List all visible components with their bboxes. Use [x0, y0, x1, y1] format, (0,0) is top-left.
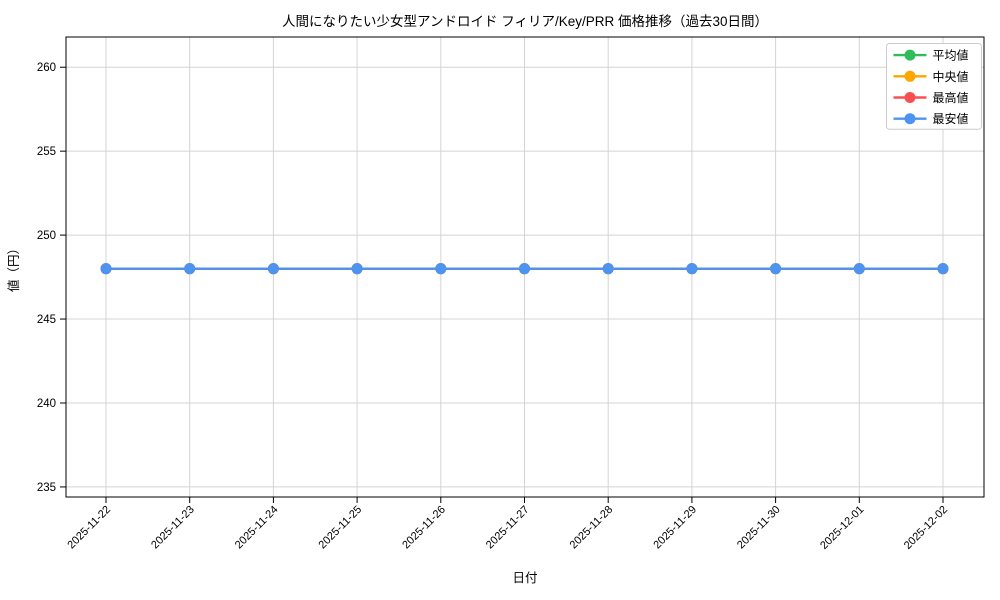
series-marker-最安値	[937, 263, 949, 275]
legend-marker	[904, 49, 916, 61]
x-axis-label: 日付	[512, 571, 537, 585]
y-axis-label: 値（円）	[6, 242, 21, 292]
series-marker-最安値	[602, 263, 614, 275]
x-tick-label: 2025-11-25	[317, 504, 365, 552]
x-tick-label: 2025-11-24	[233, 504, 281, 552]
y-tick-label: 255	[37, 146, 56, 158]
x-tick-label: 2025-11-23	[149, 504, 197, 552]
x-tick-label: 2025-11-22	[65, 504, 113, 552]
legend-box	[886, 43, 982, 130]
series-marker-最安値	[686, 263, 698, 275]
x-tick-label: 2025-11-29	[651, 504, 699, 552]
series-marker-最安値	[435, 263, 447, 275]
y-tick-label: 245	[37, 314, 56, 326]
x-tick-label: 2025-11-27	[484, 504, 532, 552]
legend-marker	[904, 92, 916, 103]
plot-frame	[65, 36, 985, 498]
y-tick-label: 260	[37, 62, 56, 74]
x-tick-label: 2025-11-30	[735, 504, 783, 552]
y-tick-label: 235	[37, 482, 56, 494]
series-marker-最安値	[519, 263, 530, 275]
legend-label: 最高値	[933, 90, 969, 105]
legend-marker	[904, 70, 916, 82]
x-tick-label: 2025-11-28	[568, 504, 616, 552]
chart-title: 人間になりたい少女型アンドロイド フィリア/Key/PRR 価格推移（過去30日…	[282, 13, 768, 29]
series-marker-最安値	[853, 263, 865, 275]
x-tick-label: 2025-12-01	[818, 504, 866, 552]
y-tick-label: 240	[37, 398, 56, 410]
legend-label: 最安値	[933, 111, 969, 126]
legend-marker	[904, 113, 916, 125]
series-marker-最安値	[100, 263, 112, 275]
y-tick-label: 250	[37, 230, 56, 242]
legend-label: 平均値	[933, 48, 969, 63]
legend-label: 中央値	[933, 69, 969, 84]
series-marker-最安値	[770, 263, 782, 275]
series-marker-最安値	[184, 263, 196, 275]
x-tick-label: 2025-12-02	[902, 504, 950, 552]
x-tick-label: 2025-11-26	[400, 504, 448, 552]
series-marker-最安値	[351, 263, 363, 275]
series-marker-最安値	[267, 263, 279, 275]
